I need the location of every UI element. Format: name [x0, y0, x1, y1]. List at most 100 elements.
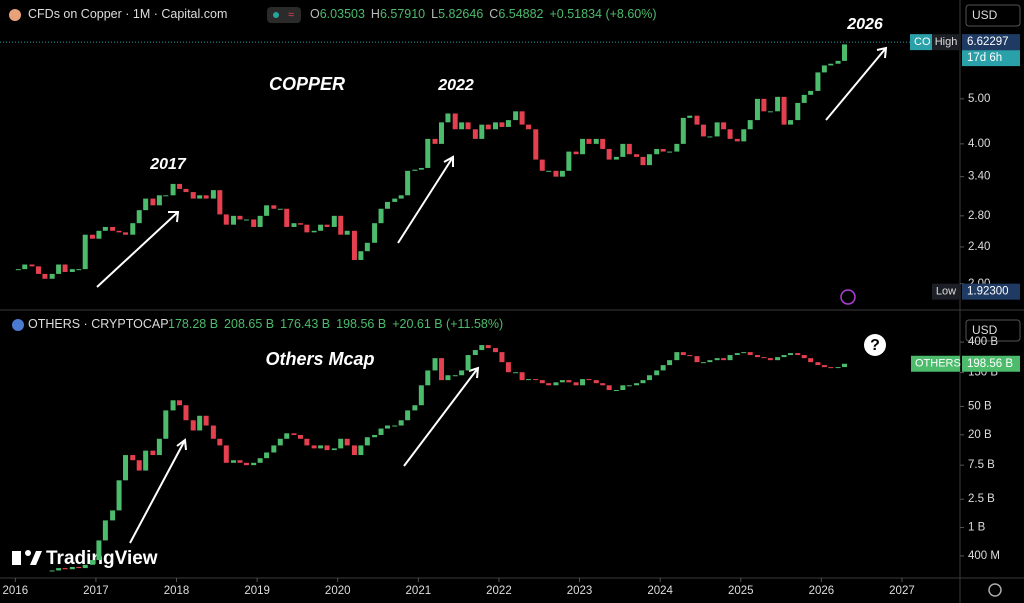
candle [257, 215, 263, 227]
candle [392, 425, 398, 427]
candle [667, 360, 673, 366]
candle [593, 380, 599, 384]
event-icon[interactable] [840, 289, 856, 305]
marker-name-box [932, 34, 960, 51]
candle [694, 115, 700, 125]
candle [687, 115, 693, 118]
candle [150, 450, 156, 456]
candle [707, 360, 713, 363]
candle [56, 264, 62, 274]
candle [741, 129, 747, 142]
candle [781, 355, 787, 358]
x-tick-label: 2023 [567, 585, 593, 597]
currency-button[interactable] [965, 4, 1021, 27]
copper-icon [9, 9, 21, 21]
candle [646, 375, 652, 381]
annotation: Others Mcap [265, 349, 374, 369]
candle [358, 251, 364, 260]
y-tick-label: 400 B [968, 336, 998, 348]
candle [600, 138, 606, 149]
candle [674, 352, 680, 361]
candle [714, 122, 720, 137]
logo-mark [12, 551, 21, 565]
candle [707, 136, 713, 138]
candle [243, 219, 249, 221]
symbol-tag-box [910, 34, 932, 51]
x-tick-label: 2024 [647, 585, 673, 597]
candle [223, 445, 229, 463]
candle [170, 183, 176, 196]
candle [412, 405, 418, 411]
candle [680, 117, 686, 144]
ohlc-value: 6.03503 [320, 7, 365, 21]
candle [781, 96, 787, 125]
help-icon[interactable] [864, 334, 886, 356]
candle [795, 102, 801, 121]
currency: USD [972, 323, 998, 337]
candle [472, 129, 478, 139]
candle [338, 215, 344, 235]
candle [505, 362, 511, 373]
candle [217, 190, 223, 215]
candle [566, 151, 572, 171]
currency-button[interactable] [965, 319, 1021, 342]
x-tick-label: 2025 [728, 585, 754, 597]
candle [344, 230, 350, 235]
candle [559, 170, 565, 177]
candle [472, 350, 478, 356]
candle [485, 345, 491, 349]
candle [700, 124, 706, 137]
x-tick-label: 2016 [3, 585, 29, 597]
y-tick-label: 400 M [968, 550, 1000, 562]
annotation: 2017 [149, 156, 187, 173]
candle [519, 111, 525, 125]
candle [533, 379, 539, 381]
watermark: TradingView [46, 548, 158, 569]
candle [331, 215, 337, 227]
candle [801, 94, 807, 103]
ohlc-value: 208.65 B [224, 317, 274, 331]
candle [243, 462, 249, 466]
candle [96, 540, 102, 561]
candle [398, 195, 404, 199]
candle [398, 420, 404, 426]
candle [116, 480, 122, 511]
candle [418, 385, 424, 406]
candle [62, 264, 68, 272]
x-tick-label: 2018 [164, 585, 190, 597]
candle [412, 169, 418, 171]
candle [815, 362, 821, 366]
change: +0.51834 (+8.60%) [550, 7, 657, 21]
candle [311, 445, 317, 449]
candle [264, 205, 270, 216]
candle [626, 385, 632, 387]
candle [35, 266, 41, 274]
candle [163, 195, 169, 197]
annotation: 2026 [846, 16, 883, 33]
marker-value: 6.62297 [967, 36, 1009, 48]
marker-value: 1.92300 [967, 286, 1009, 298]
settings-icon[interactable] [988, 583, 1002, 597]
candle [747, 120, 753, 130]
ohlc-values: 178.28 B 208.65 B 176.43 B 198.56 B +20.61 B… [168, 317, 503, 331]
candle [123, 455, 129, 481]
candle [438, 358, 444, 381]
candle [22, 264, 28, 270]
candle [815, 72, 821, 91]
candle [727, 355, 733, 361]
candle [727, 129, 733, 139]
candle [821, 365, 827, 368]
x-tick-label: 2020 [325, 585, 351, 597]
candle [284, 433, 290, 439]
candle [842, 363, 848, 368]
candle [331, 448, 337, 451]
candle [378, 428, 384, 435]
candle [432, 358, 438, 371]
candle [96, 230, 102, 239]
candle [533, 129, 539, 160]
candle [405, 170, 411, 196]
candle [29, 264, 35, 267]
candle [102, 226, 108, 231]
arrow [397, 155, 454, 244]
symbol-tag-box [911, 355, 960, 372]
